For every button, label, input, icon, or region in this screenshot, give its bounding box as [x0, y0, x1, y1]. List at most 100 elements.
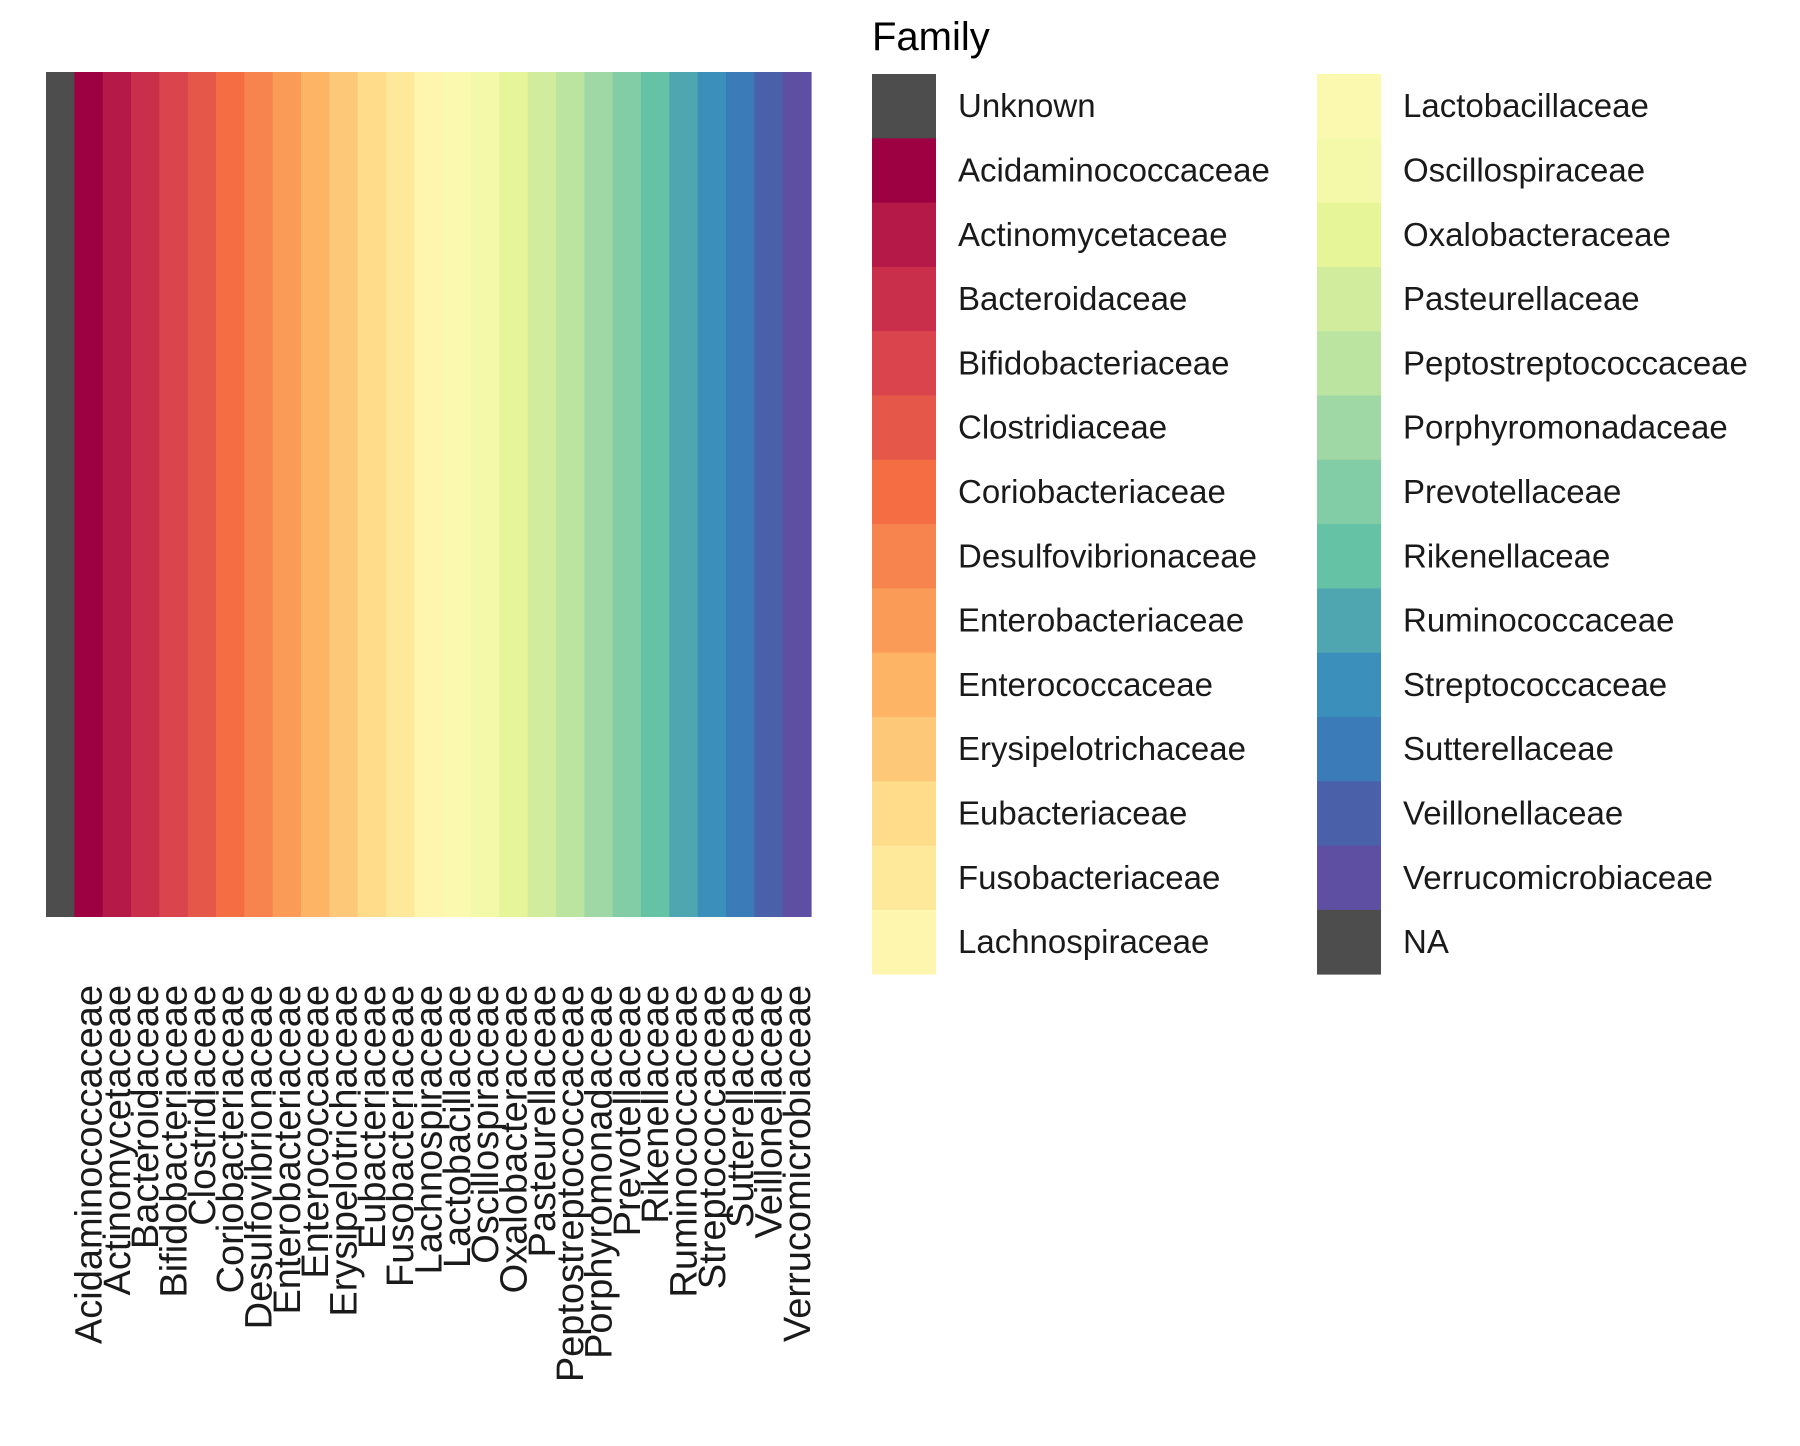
- legend-swatch: [872, 266, 936, 332]
- legend-swatch: [872, 138, 936, 203]
- legend-label: Erysipelotrichaceae: [958, 730, 1246, 767]
- legend-swatch: [1317, 395, 1381, 461]
- legend-swatch: [1317, 331, 1381, 396]
- x-tick-label: Bifidobacteriaceae: [154, 985, 196, 1298]
- legend-swatch: [1317, 202, 1381, 268]
- heatmap-tile: [499, 72, 529, 917]
- heatmap-tile: [187, 72, 217, 917]
- legend-swatch: [872, 588, 936, 654]
- x-tick-label: Bacteroidaceae: [125, 985, 167, 1249]
- legend-label: Acidaminococcaceae: [958, 151, 1270, 188]
- x-tick-label: Actinomycetaceae: [97, 985, 139, 1296]
- heatmap-tile: [697, 72, 727, 917]
- legend-label: Pasteurellaceae: [1403, 280, 1640, 317]
- legend-swatch: [872, 395, 936, 461]
- heatmap-tile: [301, 72, 330, 917]
- heatmap-tile: [244, 72, 274, 917]
- legend-label: Oscillospiraceae: [1403, 151, 1645, 188]
- heatmap-tile: [272, 72, 302, 917]
- legend-swatch: [872, 652, 936, 718]
- heatmap-tile: [527, 72, 557, 917]
- heatmap-tile: [329, 72, 359, 917]
- x-tick-label: Oxalobacteraceae: [494, 985, 536, 1293]
- heatmap-tile: [131, 72, 160, 917]
- x-tick-label: Eubacteriaceae: [352, 985, 394, 1249]
- heatmap-tile: [102, 72, 132, 917]
- legend-swatch: [872, 781, 936, 846]
- heatmap-tile: [357, 72, 387, 917]
- x-tick-label: Oscillospiraceae: [465, 985, 507, 1264]
- legend-swatch: [1317, 138, 1381, 203]
- heatmap-tile: [471, 72, 500, 917]
- heatmap-tile: [754, 72, 784, 917]
- legend-label: Bacteroidaceae: [958, 280, 1187, 317]
- legend-label: Unknown: [958, 87, 1096, 124]
- legend-swatch: [872, 74, 936, 139]
- legend-swatch: [1317, 652, 1381, 718]
- x-tick-label: Prevotellaceae: [607, 985, 649, 1236]
- x-tick-label: Rikenellaceae: [635, 985, 677, 1224]
- legend-label: Clostridiaceae: [958, 409, 1167, 446]
- legend-swatch: [1317, 524, 1381, 589]
- legend-label: Rikenellaceae: [1403, 537, 1610, 574]
- legend-label: Porphyromonadaceae: [1403, 409, 1728, 446]
- x-tick-label: Pasteurellaceae: [522, 985, 564, 1258]
- legend-swatch: [1317, 717, 1381, 782]
- x-tick-label: Desulfovibrionaceae: [239, 985, 281, 1329]
- legend-swatch: [872, 459, 936, 525]
- x-tick-label: Erysipelotrichaceae: [324, 985, 366, 1317]
- legend-label: Verrucomicrobiaceae: [1403, 859, 1713, 896]
- legend-swatch: [872, 717, 936, 782]
- legend-swatch: [1317, 588, 1381, 654]
- legend-swatch: [1317, 781, 1381, 846]
- x-tick-label: Fusobacteriaceae: [380, 985, 422, 1287]
- x-tick-label: Clostridiaceae: [182, 985, 224, 1226]
- heatmap-tile: [782, 72, 812, 917]
- legend-label: Eubacteriaceae: [958, 794, 1187, 831]
- x-tick-label: Enterobacteriaceae: [267, 985, 309, 1315]
- heatmap-tiles: [46, 72, 812, 917]
- heatmap-tile: [74, 72, 104, 917]
- heatmap-tile: [641, 72, 670, 917]
- x-tick-label: Ruminococcaceae: [664, 985, 706, 1298]
- legend-swatch: [1317, 909, 1381, 975]
- legend-label: Bifidobacteriaceae: [958, 344, 1230, 381]
- legend-label: Peptostreptococcaceae: [1403, 344, 1748, 381]
- heatmap-tile: [216, 72, 245, 917]
- x-tick-label: Acidaminococcaceae: [69, 985, 111, 1344]
- heatmap-tile: [726, 72, 755, 917]
- heatmap-tile: [442, 72, 472, 917]
- legend-swatch: [1317, 459, 1381, 525]
- x-tick-label: Veillonellaceae: [749, 985, 791, 1239]
- heatmap-tile: [584, 72, 614, 917]
- heatmap-tile: [612, 72, 642, 917]
- legend-label: Lactobacillaceae: [1403, 87, 1649, 124]
- legend-title: Family: [872, 15, 990, 59]
- legend-label: Ruminococcaceae: [1403, 602, 1674, 639]
- x-tick-label: Coriobacteriaceae: [210, 985, 252, 1293]
- legend-label: Sutterellaceae: [1403, 730, 1614, 767]
- x-tick-label: Verrucomicrobiaceae: [777, 985, 819, 1342]
- legend-label: Coriobacteriaceae: [958, 473, 1226, 510]
- x-tick-label: Sutterellaceae: [720, 985, 762, 1228]
- heatmap-tile: [556, 72, 585, 917]
- heatmap-tile: [46, 72, 75, 917]
- legend-swatch: [1317, 266, 1381, 332]
- x-tick-label: Enterococcaceae: [295, 985, 337, 1279]
- legend-label: Enterococcaceae: [958, 666, 1213, 703]
- legend-swatch: [1317, 74, 1381, 139]
- legend-label: NA: [1403, 923, 1449, 960]
- legend-swatch: [872, 845, 936, 911]
- x-tick-label: Lachnospiraceae: [409, 985, 451, 1274]
- x-tick-label: Streptococcaceae: [692, 985, 734, 1289]
- legend-swatch: [872, 909, 936, 975]
- heatmap-tile: [386, 72, 415, 917]
- legend-label: Actinomycetaceae: [958, 216, 1228, 253]
- x-axis-tick-labels: AcidaminococcaceaeActinomycetaceaeBacter…: [69, 985, 819, 1382]
- legend-swatch: [872, 202, 936, 268]
- x-tick-label: Lactobacillaceae: [437, 985, 479, 1268]
- legend: Family Unknown Acidaminococcaceae Actinomy…: [872, 15, 1748, 975]
- legend-label: Streptococcaceae: [1403, 666, 1667, 703]
- x-tick-label: Peptostreptococcaceae: [550, 985, 592, 1382]
